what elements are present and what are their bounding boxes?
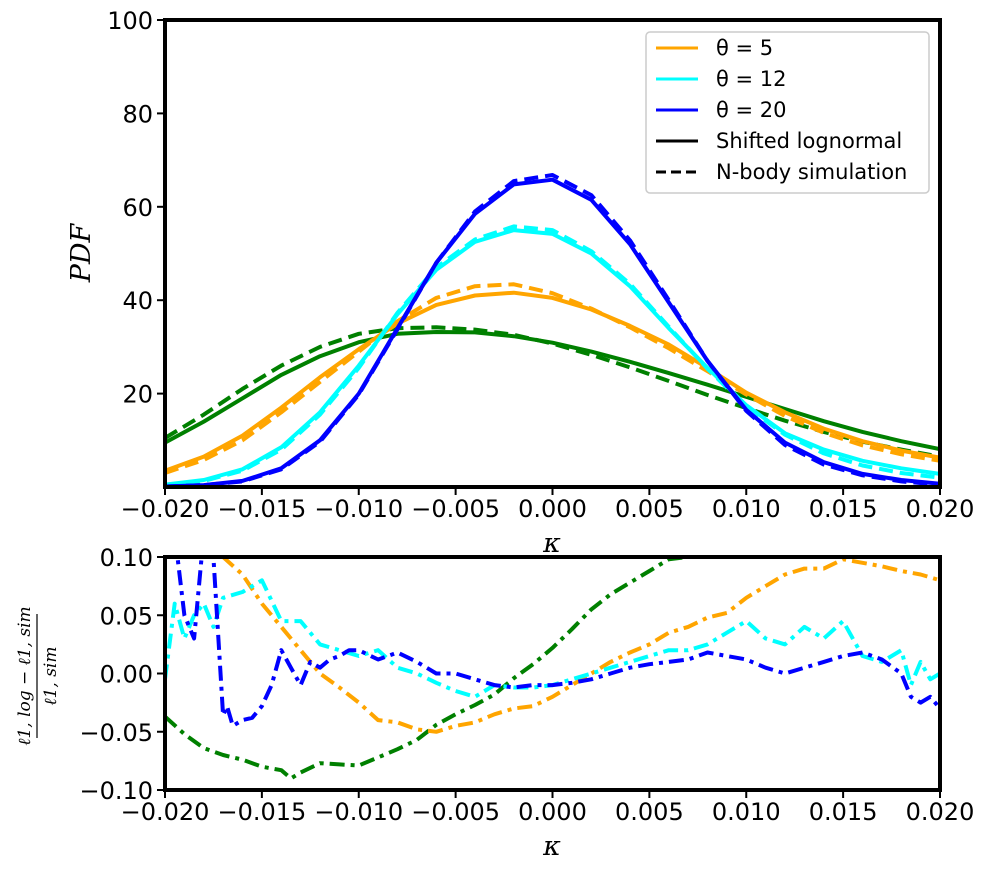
ratio-y-label-denominator: ℓ1, sim xyxy=(41,647,61,706)
pdf-series-5 xyxy=(165,224,940,487)
ratio-x-tick-label: −0.010 xyxy=(314,798,403,826)
ratio-x-tick-label: 0.005 xyxy=(615,798,684,826)
pdf-x-tick-label: 0.020 xyxy=(906,495,975,523)
ratio-y-tick-label: 0.00 xyxy=(100,661,153,689)
ratio-x-tick-label: 0.015 xyxy=(809,798,878,826)
ratio-lines xyxy=(165,557,940,781)
legend-label-0: θ = 5 xyxy=(716,36,773,60)
pdf-x-tick-label: −0.010 xyxy=(314,495,403,523)
pdf-series-7 xyxy=(165,173,940,487)
ratio-ticks: −0.020 −0.015 −0.010 −0.005 0.000 0.005 0.010 0… xyxy=(79,544,974,826)
pdf-lines xyxy=(165,173,940,487)
ratio-y-tick-label: −0.10 xyxy=(79,777,153,805)
ratio-x-tick-label: −0.015 xyxy=(217,798,306,826)
ratio-y-tick-label: 0.10 xyxy=(100,544,153,572)
pdf-ticks: −0.020 −0.015 −0.010 −0.005 0.000 0.005 0.010 0… xyxy=(107,7,974,523)
legend-label-2: θ = 20 xyxy=(716,98,787,122)
pdf-x-axis-label: κ xyxy=(542,528,561,559)
ratio-y-axis-label: ℓ1, log − ℓ1, sim ℓ1, sim xyxy=(15,606,61,745)
ratio-x-tick-label: −0.020 xyxy=(121,798,210,826)
legend-box xyxy=(645,31,930,194)
ratio-series-3 xyxy=(165,557,940,728)
legend-label-1: θ = 12 xyxy=(716,67,787,91)
pdf-series-2 xyxy=(165,290,940,473)
ratio-plot-frame xyxy=(163,555,942,792)
ratio-x-tick-label: 0.000 xyxy=(518,798,587,826)
pdf-y-tick-label: 20 xyxy=(122,381,153,409)
pdf-x-tick-label: −0.015 xyxy=(217,495,306,523)
pdf-series-4 xyxy=(165,228,940,487)
ratio-x-axis-label: κ xyxy=(542,831,561,862)
legend-label-3: Shifted lognormal xyxy=(716,129,902,153)
ratio-x-tick-label: 0.020 xyxy=(906,798,975,826)
ratio-panel: −0.020 −0.015 −0.010 −0.005 0.000 0.005 0.010 0… xyxy=(15,544,974,862)
legend-label-4: N-body simulation xyxy=(716,160,907,184)
ratio-x-tick-label: 0.010 xyxy=(712,798,781,826)
pdf-series-1 xyxy=(165,325,940,459)
pdf-y-tick-label: 40 xyxy=(122,287,153,315)
pdf-y-tick-label: 100 xyxy=(107,7,153,35)
ratio-x-tick-label: −0.005 xyxy=(411,798,500,826)
ratio-y-tick-label: 0.05 xyxy=(100,602,153,630)
pdf-series-6 xyxy=(165,177,940,487)
pdf-panel: −0.020 −0.015 −0.010 −0.005 0.000 0.005 0.010 0… xyxy=(66,7,974,559)
legend: θ = 5 θ = 12 θ = 20 Shifted lognormal N-body… xyxy=(645,31,930,194)
pdf-y-tick-label: 80 xyxy=(122,100,153,128)
pdf-x-tick-label: 0.005 xyxy=(615,495,684,523)
pdf-y-tick-label: 60 xyxy=(122,194,153,222)
pdf-plot-frame xyxy=(163,18,942,489)
pdf-series-3 xyxy=(165,282,940,475)
ratio-series-0 xyxy=(165,557,689,781)
pdf-y-axis-label: PDF xyxy=(66,222,97,283)
pdf-x-tick-label: 0.000 xyxy=(518,495,587,523)
ratio-series-2 xyxy=(165,578,940,699)
pdf-x-tick-label: 0.015 xyxy=(809,495,878,523)
ratio-y-label-numerator: ℓ1, log − ℓ1, sim xyxy=(15,606,35,745)
pdf-x-tick-label: −0.020 xyxy=(121,495,210,523)
pdf-x-tick-label: −0.005 xyxy=(411,495,500,523)
pdf-series-0 xyxy=(165,330,940,452)
ratio-y-tick-label: −0.05 xyxy=(79,719,153,747)
pdf-x-tick-label: 0.010 xyxy=(712,495,781,523)
ratio-series-1 xyxy=(216,557,940,734)
